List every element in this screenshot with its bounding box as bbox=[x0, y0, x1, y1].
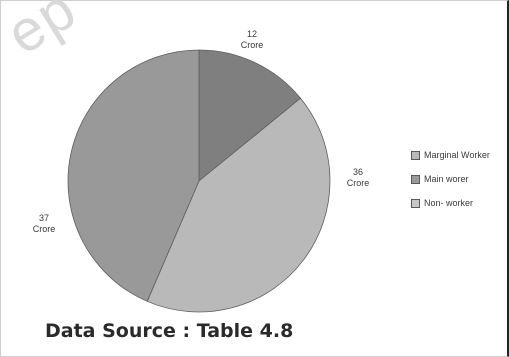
slice-label-marginal-worker: 12 Crore bbox=[230, 29, 274, 51]
slice-label-value: 12 bbox=[246, 29, 257, 39]
legend-swatch bbox=[411, 150, 420, 160]
legend-item-main-worker: Main worer bbox=[411, 173, 507, 185]
slice-label-value: 37 bbox=[38, 213, 49, 223]
legend-item-non-worker: Non- worker bbox=[411, 197, 507, 209]
legend-label: Non- worker bbox=[424, 198, 474, 208]
pie-slice-main-worker bbox=[146, 97, 331, 313]
legend-label: Marginal Worker bbox=[424, 150, 490, 160]
slice-label-non-worker: 37 Crore bbox=[22, 213, 66, 235]
legend: Marginal Worker Main worer Non- worker bbox=[411, 149, 507, 221]
legend-label: Main worer bbox=[424, 174, 469, 184]
slice-label-main-worker: 36 Crore bbox=[336, 167, 380, 189]
slice-label-unit: Crore bbox=[346, 178, 370, 188]
slice-label-unit: Crore bbox=[32, 224, 56, 234]
legend-swatch bbox=[411, 174, 420, 184]
pie-slice-non-worker bbox=[67, 49, 200, 302]
slice-label-unit: Crore bbox=[240, 40, 264, 50]
data-source-note: Data Source : Table 4.8 bbox=[45, 320, 294, 342]
legend-swatch bbox=[411, 198, 420, 208]
legend-item-marginal-worker: Marginal Worker bbox=[411, 149, 507, 161]
pie-slice-marginal-worker bbox=[198, 49, 302, 182]
slice-label-value: 36 bbox=[352, 167, 363, 177]
